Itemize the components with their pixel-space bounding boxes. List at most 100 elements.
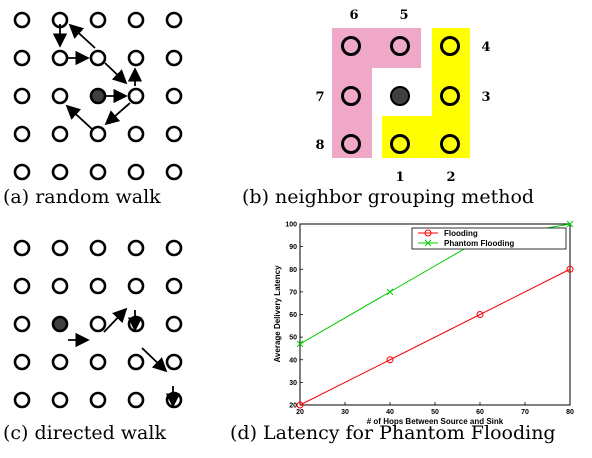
x-tick-label: 80 bbox=[566, 409, 574, 416]
grid-node bbox=[127, 11, 145, 29]
x-tick-label: 20 bbox=[296, 409, 304, 416]
neighbor-node-2 bbox=[440, 134, 460, 154]
grid-node bbox=[127, 239, 145, 257]
grid-node bbox=[13, 391, 31, 409]
x-tick-label: 70 bbox=[521, 409, 529, 416]
x-tick-label: 30 bbox=[341, 409, 349, 416]
grid-node bbox=[51, 125, 69, 143]
y-axis-label: Average Delivery Latency bbox=[273, 265, 282, 363]
y-tick-label: 80 bbox=[289, 267, 297, 274]
grid-node bbox=[165, 239, 183, 257]
series-line-flooding bbox=[299, 268, 571, 406]
yellow-group-region bbox=[382, 28, 470, 158]
grid-node bbox=[127, 353, 145, 371]
group-label-6: 6 bbox=[349, 8, 358, 23]
grid-node bbox=[51, 239, 69, 257]
walk-arrows bbox=[68, 307, 181, 408]
group-label-3: 3 bbox=[481, 90, 490, 105]
grid-node bbox=[51, 353, 69, 371]
grid-node bbox=[89, 239, 107, 257]
group-label-5: 5 bbox=[399, 8, 408, 23]
y-tick-label: 30 bbox=[289, 380, 297, 387]
grid-node bbox=[89, 49, 107, 67]
grid-node bbox=[165, 125, 183, 143]
grid-node bbox=[165, 277, 183, 295]
grid-node bbox=[165, 353, 183, 371]
grid-node bbox=[165, 163, 183, 181]
data-point-flooding bbox=[386, 356, 394, 364]
y-tick-label: 20 bbox=[289, 403, 297, 410]
neighbor-node-4 bbox=[440, 36, 460, 56]
directed-walk-diagram bbox=[13, 239, 183, 409]
grid-node bbox=[89, 11, 107, 29]
group-label-1: 1 bbox=[395, 170, 404, 185]
group-label-8: 8 bbox=[315, 138, 324, 153]
grid-node bbox=[127, 49, 145, 67]
x-tick-label: 50 bbox=[431, 409, 439, 416]
legend-marker-phantom bbox=[424, 239, 432, 247]
grid-node bbox=[127, 315, 145, 333]
data-point-flooding bbox=[566, 265, 574, 273]
grid-node bbox=[13, 163, 31, 181]
latency-chart: 20 30 40 50 60 70 80 20 30 40 50 60 70 80 90 100 # of H… bbox=[273, 220, 574, 426]
pink-group-region bbox=[332, 28, 421, 158]
grid-node bbox=[51, 163, 69, 181]
grid-node bbox=[13, 353, 31, 371]
group-label-4: 4 bbox=[481, 40, 490, 55]
neighbor-node-8 bbox=[341, 134, 361, 154]
source-node bbox=[51, 315, 69, 333]
group-label-2: 2 bbox=[446, 170, 455, 185]
neighbor-node-5 bbox=[390, 36, 410, 56]
caption-neighbor-grouping: (b) neighbor grouping method bbox=[242, 186, 535, 208]
grid-node bbox=[89, 353, 107, 371]
grid-node bbox=[165, 391, 183, 409]
grid-node bbox=[89, 391, 107, 409]
node-grid bbox=[13, 239, 183, 409]
grid-node bbox=[127, 163, 145, 181]
neighbor-node-3 bbox=[440, 86, 460, 106]
center-node bbox=[390, 86, 410, 106]
grid-node bbox=[165, 49, 183, 67]
y-tick-label: 50 bbox=[289, 335, 297, 342]
grid-node bbox=[13, 315, 31, 333]
caption-random-walk: (a) random walk bbox=[3, 186, 161, 208]
data-point-flooding bbox=[476, 311, 484, 318]
x-tick-label: 60 bbox=[476, 409, 484, 416]
grid-node bbox=[165, 315, 183, 333]
caption-latency: (d) Latency for Phantom Flooding bbox=[230, 422, 556, 444]
grid-node bbox=[13, 49, 31, 67]
grid-node bbox=[51, 391, 69, 409]
grid-node bbox=[51, 49, 69, 67]
legend-marker-flooding bbox=[424, 229, 432, 237]
grid-node bbox=[127, 277, 145, 295]
grid-node bbox=[51, 277, 69, 295]
node-grid bbox=[13, 11, 183, 181]
data-point-phantom-flooding bbox=[296, 340, 304, 348]
grid-node bbox=[127, 391, 145, 409]
y-tick-label: 40 bbox=[289, 357, 297, 364]
grid-node bbox=[13, 11, 31, 29]
neighbor-grouping-diagram: 1 2 3 4 5 6 7 8 bbox=[315, 8, 490, 185]
y-tick-label: 90 bbox=[289, 244, 297, 251]
grid-node bbox=[165, 11, 183, 29]
plot-area bbox=[299, 223, 571, 406]
y-tick-label: 100 bbox=[285, 222, 297, 229]
legend-label-phantom: Phantom Flooding bbox=[444, 239, 514, 248]
group-label-7: 7 bbox=[315, 90, 324, 105]
walk-arrows bbox=[52, 23, 143, 130]
y-tick-label: 70 bbox=[289, 289, 297, 296]
data-point-phantom-flooding bbox=[566, 220, 574, 228]
neighbor-node-1 bbox=[390, 134, 410, 154]
grid-node bbox=[13, 277, 31, 295]
caption-directed-walk: (c) directed walk bbox=[3, 422, 166, 444]
y-tick-label: 60 bbox=[289, 312, 297, 319]
grid-node bbox=[127, 125, 145, 143]
grid-node bbox=[13, 239, 31, 257]
grid-node bbox=[51, 87, 69, 105]
grid-node bbox=[165, 87, 183, 105]
grid-node bbox=[13, 87, 31, 105]
data-point-phantom-flooding bbox=[386, 288, 394, 296]
grid-node bbox=[89, 277, 107, 295]
grid-node bbox=[13, 125, 31, 143]
legend: Flooding Phantom Flooding bbox=[411, 227, 567, 250]
